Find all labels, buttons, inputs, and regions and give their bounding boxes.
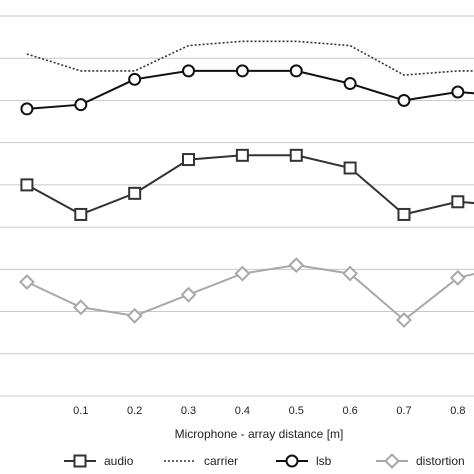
data-point-distortion: [72, 299, 89, 316]
legend-item-carrier: carrier: [164, 454, 238, 468]
data-point-audio: [397, 207, 411, 221]
data-point-lsb: [235, 64, 249, 78]
data-point-distortion: [288, 257, 305, 274]
data-point-audio: [343, 161, 357, 175]
series-lines: [26, 40, 474, 322]
data-point-lsb: [289, 64, 303, 78]
x-tick-label: 0.7: [396, 405, 411, 417]
x-tick-label: 0.6: [342, 405, 357, 417]
legend-marker-audio: [73, 454, 87, 468]
x-tick-label: 0.4: [235, 405, 250, 417]
data-point-lsb: [128, 72, 142, 86]
data-point-distortion: [19, 274, 35, 290]
data-point-audio: [128, 186, 142, 200]
legend-label-audio: audio: [104, 454, 134, 468]
legend-item-audio: audio: [64, 454, 134, 468]
data-point-distortion: [234, 265, 251, 282]
x-tick-label: 0.5: [289, 405, 304, 417]
data-point-audio: [20, 178, 34, 192]
legend-label-distortion: distortion: [416, 454, 465, 468]
data-point-lsb: [74, 98, 88, 112]
series-line-distortion: [26, 264, 474, 322]
data-point-lsb: [182, 64, 196, 78]
data-point-lsb: [451, 85, 465, 99]
data-point-distortion: [126, 307, 143, 324]
legend-marker-lsb: [285, 454, 299, 468]
data-point-audio: [74, 207, 88, 221]
series-line-lsb: [26, 69, 474, 110]
data-point-audio: [182, 153, 196, 167]
x-tick-label: 0.8: [450, 405, 465, 417]
data-point-audio: [289, 148, 303, 162]
legend-label-carrier: carrier: [204, 454, 238, 468]
x-tick-label: 0.2: [127, 405, 142, 417]
x-axis-ticks: 0.1 0.2 0.3 0.4 0.5 0.6 0.7 0.8: [73, 405, 465, 417]
legend-item-lsb: lsb: [276, 454, 332, 468]
data-point-lsb: [343, 77, 357, 91]
data-point-distortion: [396, 312, 412, 328]
legend: audio carrier lsb distortion: [64, 453, 465, 469]
data-point-lsb: [397, 93, 411, 107]
series-markers: [19, 64, 466, 328]
x-axis-title: Microphone - array distance [m]: [175, 427, 344, 441]
legend-marker-distortion: [384, 453, 400, 469]
series-line-carrier: [26, 40, 474, 76]
legend-label-lsb: lsb: [316, 454, 332, 468]
data-point-audio: [235, 148, 249, 162]
data-point-distortion: [180, 286, 197, 303]
x-tick-label: 0.1: [73, 405, 88, 417]
data-point-distortion: [342, 265, 359, 282]
data-point-distortion: [449, 269, 466, 286]
legend-item-distortion: distortion: [376, 453, 465, 469]
data-point-audio: [451, 195, 465, 209]
x-tick-label: 0.3: [181, 405, 196, 417]
data-point-lsb: [20, 102, 34, 116]
series-line-audio: [26, 154, 474, 216]
